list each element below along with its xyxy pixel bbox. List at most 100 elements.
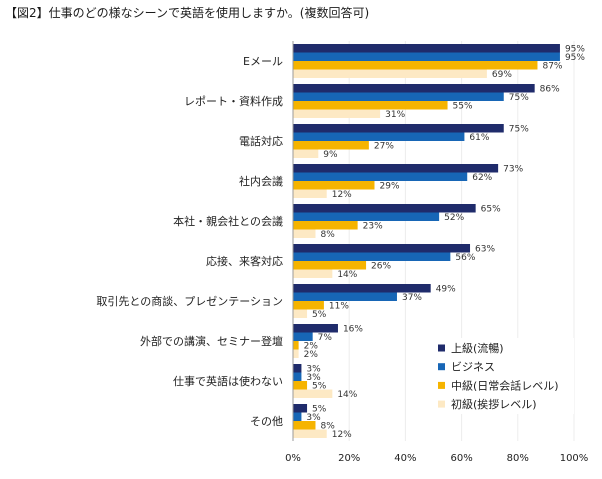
data-label: 14% — [337, 390, 357, 400]
data-label-value: 29 — [379, 181, 391, 191]
data-label-unit: % — [467, 253, 476, 263]
data-label-unit: % — [456, 213, 465, 223]
data-label-unit: % — [323, 333, 332, 343]
bar-series-3-category-6 — [293, 309, 308, 318]
bar-series-2-category-7 — [293, 341, 299, 350]
bars — [293, 44, 560, 438]
category-label: 仕事で英語は使わない — [173, 374, 283, 388]
data-label-value: 9 — [323, 150, 329, 160]
data-label: 2% — [304, 341, 319, 351]
data-label-unit: % — [349, 390, 358, 400]
data-label: 3% — [306, 413, 321, 423]
bar-series-1-category-8 — [293, 372, 302, 381]
data-label-unit: % — [397, 110, 406, 120]
legend-item: 初級(挨拶レベル) — [438, 397, 537, 411]
category-label: 応接、来客対応 — [206, 254, 283, 268]
data-label: 52% — [444, 213, 464, 223]
data-label-unit: % — [492, 204, 501, 214]
data-label-unit: % — [329, 150, 338, 160]
data-label: 2% — [304, 350, 319, 360]
data-label-value: 3 — [306, 373, 312, 383]
data-label-unit: % — [551, 84, 560, 94]
data-label-unit: % — [354, 324, 363, 334]
x-tick-label: 80% — [507, 453, 529, 464]
legend-marker — [438, 363, 445, 371]
data-label: 75% — [509, 93, 529, 103]
data-label-value: 65 — [481, 204, 492, 214]
data-label-value: 75 — [509, 124, 520, 134]
data-label-unit: % — [309, 350, 318, 360]
bar-series-2-category-8 — [293, 381, 308, 390]
data-label: 95% — [565, 53, 585, 63]
data-label: 8% — [320, 421, 335, 431]
bar-series-3-category-7 — [293, 349, 299, 358]
bar-series-0-category-0 — [293, 44, 560, 53]
data-label: 9% — [323, 150, 338, 160]
data-label: 49% — [436, 284, 456, 294]
bar-series-2-category-3 — [293, 181, 375, 190]
data-label-value: 8 — [320, 230, 326, 240]
bar-series-1-category-0 — [293, 52, 560, 61]
data-label-unit: % — [520, 124, 529, 134]
data-label-value: 87 — [542, 61, 553, 71]
data-label-value: 3 — [306, 413, 312, 423]
bar-series-0-category-9 — [293, 404, 308, 413]
data-label-unit: % — [520, 93, 529, 103]
legend-background — [432, 338, 574, 414]
data-label: 65% — [481, 204, 501, 214]
data-label: 5% — [312, 310, 327, 320]
data-label-value: 5 — [312, 381, 318, 391]
x-tick-label: 0% — [285, 453, 301, 464]
data-label-unit: % — [318, 404, 327, 414]
bar-series-0-category-6 — [293, 284, 431, 293]
category-label: 外部での講演、セミナー登壇 — [140, 334, 283, 348]
bar-series-1-category-1 — [293, 92, 504, 101]
data-label-unit: % — [515, 164, 524, 174]
data-label-value: 63 — [475, 244, 486, 254]
bar-series-1-category-3 — [293, 172, 468, 181]
data-label-value: 11 — [329, 301, 340, 311]
data-label-value: 8 — [320, 421, 326, 431]
data-label: 63% — [475, 244, 495, 254]
data-label-unit: % — [383, 261, 392, 271]
category-label: 電話対応 — [239, 134, 283, 148]
category-label: Eメール — [243, 55, 283, 68]
data-label-unit: % — [312, 413, 321, 423]
legend-item: 中級(日常会話レベル) — [438, 378, 559, 392]
data-label-value: 55 — [453, 101, 464, 111]
data-label-value: 2 — [304, 341, 310, 351]
data-label: 16% — [343, 324, 363, 334]
data-label-value: 31 — [385, 110, 396, 120]
bar-series-0-category-8 — [293, 364, 302, 373]
data-label-value: 5 — [312, 310, 318, 320]
data-label-value: 75 — [509, 93, 520, 103]
data-label: 3% — [306, 364, 321, 374]
data-label: 61% — [469, 133, 489, 143]
bar-series-1-category-2 — [293, 132, 465, 141]
category-label: その他 — [250, 415, 283, 428]
data-label: 5% — [312, 404, 327, 414]
data-label-value: 14 — [337, 390, 349, 400]
bar-series-0-category-4 — [293, 204, 476, 213]
data-label-unit: % — [413, 293, 422, 303]
bar-series-0-category-7 — [293, 324, 338, 333]
category-label: レポート・資料作成 — [184, 94, 283, 108]
bar-series-1-category-6 — [293, 292, 397, 301]
data-label-unit: % — [576, 53, 585, 63]
x-tick-label: 20% — [338, 453, 360, 464]
data-label-value: 2 — [304, 350, 310, 360]
data-label-unit: % — [484, 173, 493, 183]
legend-item: ビジネス — [438, 361, 495, 374]
data-label-value: 95 — [565, 44, 576, 54]
data-label-unit: % — [343, 430, 352, 440]
data-label-value: 27 — [374, 141, 385, 151]
x-axis-tick-labels: 0% 20% 40% 60% 80% 100% — [285, 453, 588, 464]
data-label-unit: % — [326, 230, 335, 240]
data-label: 75% — [509, 124, 529, 134]
bar-series-0-category-3 — [293, 164, 499, 173]
bar-series-1-category-5 — [293, 252, 451, 261]
x-tick-label: 60% — [450, 453, 472, 464]
data-label-value: 37 — [402, 293, 413, 303]
